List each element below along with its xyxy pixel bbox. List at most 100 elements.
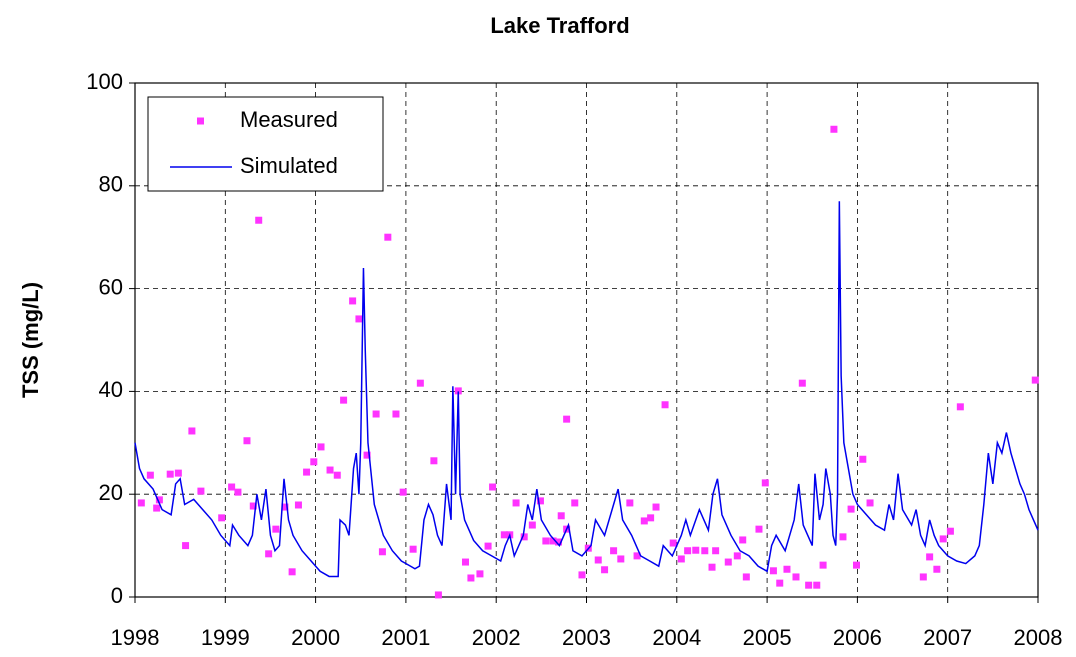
measured-point — [933, 565, 941, 573]
measured-point — [712, 547, 720, 555]
measured-point — [520, 533, 528, 541]
measured-point — [1031, 376, 1039, 384]
measured-point — [739, 536, 747, 544]
measured-point — [294, 501, 302, 509]
measured-point — [416, 379, 424, 387]
measured-point — [536, 497, 544, 505]
x-tick-label: 2005 — [743, 625, 792, 650]
x-tick-label: 2006 — [833, 625, 882, 650]
measured-point — [557, 512, 565, 520]
measured-point — [409, 545, 417, 553]
measured-point — [281, 503, 289, 511]
y-tick-label: 100 — [86, 69, 123, 94]
x-tick-label: 2007 — [923, 625, 972, 650]
measured-point — [174, 469, 182, 477]
y-tick-label: 60 — [99, 274, 123, 299]
measured-point — [467, 574, 475, 582]
measured-point — [578, 571, 586, 579]
measured-point — [661, 401, 669, 409]
measured-point — [549, 537, 557, 545]
measured-point — [956, 403, 964, 411]
measured-point — [792, 573, 800, 581]
measured-point — [349, 297, 357, 305]
measured-point — [610, 547, 618, 555]
measured-point — [384, 233, 392, 241]
measured-point — [813, 581, 821, 589]
measured-point — [677, 555, 685, 563]
measured-point — [542, 537, 550, 545]
legend-label: Measured — [240, 107, 338, 132]
measured-point — [633, 552, 641, 560]
measured-point — [484, 542, 492, 550]
measured-point — [218, 514, 226, 522]
measured-point — [399, 488, 407, 496]
measured-point — [626, 499, 634, 507]
measured-point — [303, 468, 311, 476]
measured-point — [724, 558, 732, 566]
legend-box — [147, 96, 384, 192]
measured-point — [355, 315, 363, 323]
measured-point — [571, 499, 579, 507]
measured-point — [769, 567, 777, 575]
measured-point — [926, 553, 934, 561]
measured-point — [805, 581, 813, 589]
measured-point — [594, 556, 602, 564]
measured-point — [839, 533, 847, 541]
measured-point — [234, 488, 242, 496]
measured-point — [776, 579, 784, 587]
x-tick-label: 1998 — [111, 625, 160, 650]
measured-point — [919, 573, 927, 581]
measured-point — [430, 457, 438, 465]
x-tick-label: 2004 — [652, 625, 701, 650]
measured-point — [601, 566, 609, 574]
simulated-line — [134, 201, 1039, 578]
measured-point — [652, 503, 660, 511]
measured-point — [137, 499, 145, 507]
x-tick-label: 2001 — [381, 625, 430, 650]
chart-title: Lake Trafford — [490, 13, 629, 38]
measured-point — [166, 470, 174, 478]
measured-point — [852, 561, 860, 569]
measured-point — [249, 502, 257, 510]
measured-point — [461, 558, 469, 566]
y-tick-label: 0 — [111, 583, 123, 608]
x-tick-label: 2002 — [472, 625, 521, 650]
measured-point — [742, 573, 750, 581]
legend-label: Simulated — [240, 153, 338, 178]
measured-point — [265, 550, 273, 558]
x-tick-label: 2003 — [562, 625, 611, 650]
x-tick-label: 1999 — [201, 625, 250, 650]
measured-point — [333, 471, 341, 479]
measured-point — [755, 525, 763, 533]
measured-point — [866, 499, 874, 507]
measured-point — [733, 552, 741, 560]
measured-point — [555, 538, 563, 546]
measured-point — [476, 570, 484, 578]
measured-point — [310, 458, 318, 466]
measured-point — [528, 521, 536, 529]
measured-point — [761, 479, 769, 487]
measured-point — [692, 546, 700, 554]
plot-frame — [134, 82, 1039, 598]
measured-point — [783, 565, 791, 573]
measured-point — [946, 527, 954, 535]
measured-point — [188, 427, 196, 435]
measured-point — [243, 437, 251, 445]
measured-point — [847, 505, 855, 513]
measured-point — [819, 561, 827, 569]
x-tick-label: 2000 — [291, 625, 340, 650]
measured-point — [434, 591, 442, 599]
measured-point — [288, 568, 296, 576]
measured-point — [372, 410, 380, 418]
measured-point — [500, 531, 508, 539]
measured-point — [563, 415, 571, 423]
measured-point — [326, 466, 334, 474]
measured-point — [317, 443, 325, 451]
measured-point — [392, 410, 400, 418]
measured-point — [798, 379, 806, 387]
legend-marker — [197, 117, 204, 125]
measured-point — [701, 547, 709, 555]
y-tick-label: 40 — [99, 377, 123, 402]
